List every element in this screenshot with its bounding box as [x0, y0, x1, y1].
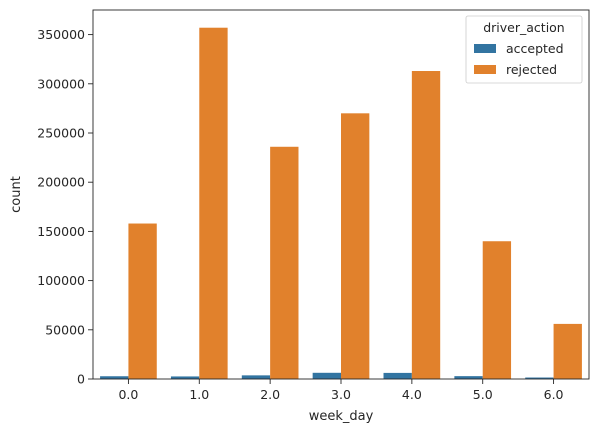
x-tick-label: 3.0 — [331, 387, 351, 402]
y-tick-label: 100000 — [37, 273, 85, 288]
y-tick-label: 0 — [77, 372, 85, 387]
legend-label-rejected: rejected — [506, 62, 557, 77]
bar-accepted-0.0 — [100, 376, 129, 379]
bar-rejected-5.0 — [482, 241, 512, 379]
x-tick-label: 1.0 — [189, 387, 209, 402]
bar-rejected-0.0 — [128, 223, 157, 379]
bar-rejected-1.0 — [199, 27, 228, 379]
y-axis-label: count — [9, 176, 24, 213]
y-tick-label: 50000 — [45, 322, 85, 337]
legend-items: accepted rejected — [474, 41, 564, 77]
x-tick-label: 5.0 — [473, 387, 493, 402]
y-axis: 0 50000 100000 150000 200000 250000 300000 3500… — [37, 27, 93, 387]
x-tick-label: 0.0 — [118, 387, 138, 402]
bar-accepted-1.0 — [170, 376, 200, 379]
bar-rejected-2.0 — [270, 146, 299, 379]
x-axis-label: week_day — [309, 409, 374, 424]
bar-accepted-3.0 — [312, 372, 341, 379]
bar-accepted-4.0 — [383, 372, 412, 379]
legend-label-accepted: accepted — [506, 41, 564, 56]
bar-rejected-6.0 — [553, 323, 582, 379]
bar-accepted-5.0 — [454, 376, 483, 379]
y-tick-label: 250000 — [37, 126, 85, 141]
x-axis: 0.0 1.0 2.0 3.0 4.0 5.0 6.0 — [118, 379, 564, 402]
legend-title: driver_action — [483, 20, 565, 35]
x-tick-label: 4.0 — [402, 387, 422, 402]
y-tick-label: 300000 — [37, 76, 85, 91]
legend: driver_action accepted rejected — [465, 15, 583, 84]
bar-rejected-4.0 — [411, 71, 441, 380]
bars — [100, 27, 582, 380]
bar-accepted-6.0 — [525, 377, 554, 379]
y-tick-label: 200000 — [37, 175, 85, 190]
legend-swatch-accepted — [474, 44, 496, 53]
bar-accepted-2.0 — [241, 375, 271, 379]
y-tick-label: 150000 — [37, 224, 85, 239]
x-tick-label: 6.0 — [544, 387, 564, 402]
bar-rejected-3.0 — [341, 113, 370, 379]
x-tick-label: 2.0 — [260, 387, 280, 402]
y-tick-label: 350000 — [37, 27, 85, 42]
legend-swatch-rejected — [474, 65, 496, 74]
